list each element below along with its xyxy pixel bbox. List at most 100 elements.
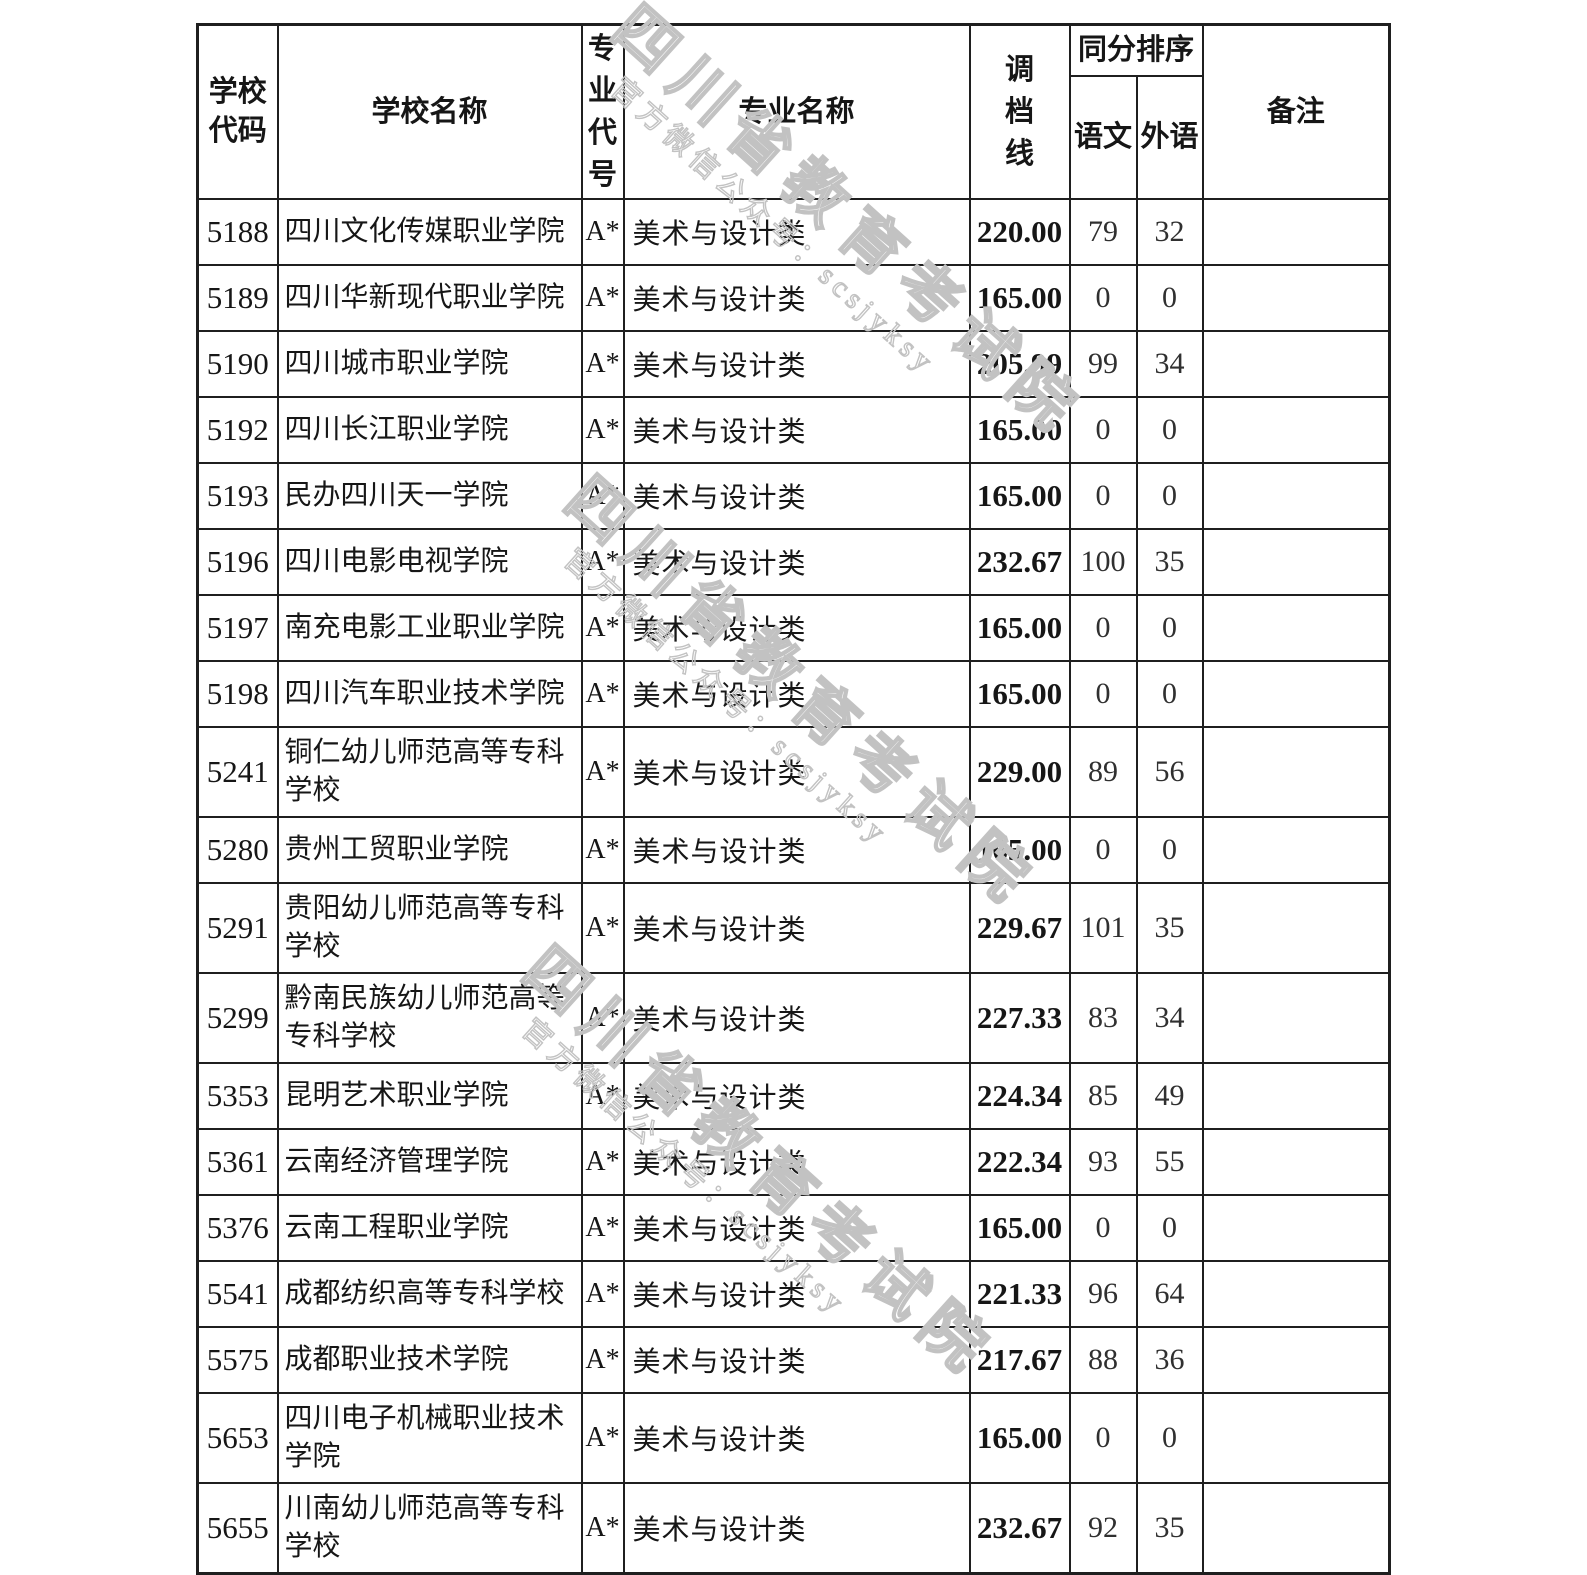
- major-code-cell: A*: [580, 264, 625, 333]
- score-line-cell: 227.33: [968, 972, 1071, 1065]
- table-header: 学校代码 学校名称 专业代号 专业名称 调档线 同分排序 备注 语文 外语: [196, 23, 1391, 201]
- chinese-rank-cell: 0: [1068, 1392, 1138, 1485]
- school-name-cell: 四川电影电视学院: [276, 528, 583, 597]
- school-name-cell: 四川文化传媒职业学院: [276, 198, 583, 267]
- major-code-cell: A*: [580, 972, 625, 1065]
- school-name-cell: 成都纺织高等专科学校: [276, 1260, 583, 1329]
- chinese-rank-cell: 0: [1068, 816, 1138, 885]
- major-name-cell: 美术与设计类: [622, 1392, 971, 1485]
- major-code-cell: A*: [580, 1392, 625, 1485]
- score-line-cell: 222.34: [968, 1128, 1071, 1197]
- foreign-rank-cell: 0: [1135, 264, 1204, 333]
- chinese-rank-cell: 92: [1068, 1482, 1138, 1575]
- major-name-cell: 美术与设计类: [622, 396, 971, 465]
- school-name-cell: 四川汽车职业技术学院: [276, 660, 583, 729]
- score-line-cell: 229.67: [968, 882, 1071, 975]
- major-name-cell: 美术与设计类: [622, 972, 971, 1065]
- school-code-cell: 5198: [196, 660, 279, 729]
- score-line-cell: 165.00: [968, 396, 1071, 465]
- score-line-cell: 221.33: [968, 1260, 1071, 1329]
- major-code-cell: A*: [580, 1062, 625, 1131]
- table-row: 5575 成都职业技术学院 A* 美术与设计类 217.67 88 36: [196, 1326, 1391, 1395]
- school-code-cell: 5241: [196, 726, 279, 819]
- remark-cell: [1201, 882, 1391, 975]
- header-remark: 备注: [1201, 23, 1391, 201]
- header-major-code: 专业代号: [580, 23, 625, 201]
- foreign-rank-cell: 64: [1135, 1260, 1204, 1329]
- remark-cell: [1201, 1128, 1391, 1197]
- school-code-cell: 5280: [196, 816, 279, 885]
- chinese-rank-cell: 93: [1068, 1128, 1138, 1197]
- major-name-cell: 美术与设计类: [622, 1260, 971, 1329]
- header-chinese: 语文: [1068, 75, 1138, 201]
- remark-cell: [1201, 972, 1391, 1065]
- remark-cell: [1201, 1260, 1391, 1329]
- school-name-cell: 南充电影工业职业学院: [276, 594, 583, 663]
- school-code-cell: 5376: [196, 1194, 279, 1263]
- school-name-cell: 贵州工贸职业学院: [276, 816, 583, 885]
- school-code-cell: 5541: [196, 1260, 279, 1329]
- score-line-cell: 229.00: [968, 726, 1071, 819]
- table-row: 5188 四川文化传媒职业学院 A* 美术与设计类 220.00 79 32: [196, 198, 1391, 267]
- major-name-cell: 美术与设计类: [622, 1326, 971, 1395]
- chinese-rank-cell: 83: [1068, 972, 1138, 1065]
- major-code-cell: A*: [580, 1260, 625, 1329]
- header-school-code: 学校代码: [196, 23, 279, 201]
- major-name-cell: 美术与设计类: [622, 1062, 971, 1131]
- chinese-rank-cell: 89: [1068, 726, 1138, 819]
- foreign-rank-cell: 36: [1135, 1326, 1204, 1395]
- table-row: 5197 南充电影工业职业学院 A* 美术与设计类 165.00 0 0: [196, 594, 1391, 663]
- chinese-rank-cell: 0: [1068, 1194, 1138, 1263]
- header-major-code-label: 专业代号: [587, 33, 617, 192]
- score-line-cell: 165.00: [968, 594, 1071, 663]
- major-name-cell: 美术与设计类: [622, 1128, 971, 1197]
- school-name-cell: 云南工程职业学院: [276, 1194, 583, 1263]
- chinese-rank-cell: 99: [1068, 330, 1138, 399]
- remark-cell: [1201, 264, 1391, 333]
- major-name-cell: 美术与设计类: [622, 816, 971, 885]
- school-name-cell: 民办四川天一学院: [276, 462, 583, 531]
- major-name-cell: 美术与设计类: [622, 264, 971, 333]
- remark-cell: [1201, 726, 1391, 819]
- chinese-rank-cell: 0: [1068, 462, 1138, 531]
- score-line-cell: 220.00: [968, 198, 1071, 267]
- school-code-cell: 5190: [196, 330, 279, 399]
- school-name-cell: 成都职业技术学院: [276, 1326, 583, 1395]
- major-name-cell: 美术与设计类: [622, 1194, 971, 1263]
- chinese-rank-cell: 0: [1068, 396, 1138, 465]
- remark-cell: [1201, 330, 1391, 399]
- chinese-rank-cell: 101: [1068, 882, 1138, 975]
- foreign-rank-cell: 34: [1135, 330, 1204, 399]
- remark-cell: [1201, 1194, 1391, 1263]
- major-code-cell: A*: [580, 1482, 625, 1575]
- table-row: 5361 云南经济管理学院 A* 美术与设计类 222.34 93 55: [196, 1128, 1391, 1197]
- header-score-line-label: 调档线: [1004, 54, 1034, 171]
- school-code-cell: 5189: [196, 264, 279, 333]
- header-school-name: 学校名称: [276, 23, 583, 201]
- table-row: 5353 昆明艺术职业学院 A* 美术与设计类 224.34 85 49: [196, 1062, 1391, 1131]
- school-name-cell: 四川长江职业学院: [276, 396, 583, 465]
- table-row: 5190 四川城市职业学院 A* 美术与设计类 205.99 99 34: [196, 330, 1391, 399]
- foreign-rank-cell: 0: [1135, 660, 1204, 729]
- remark-cell: [1201, 462, 1391, 531]
- school-name-cell: 昆明艺术职业学院: [276, 1062, 583, 1131]
- table-row: 5376 云南工程职业学院 A* 美术与设计类 165.00 0 0: [196, 1194, 1391, 1263]
- major-code-cell: A*: [580, 726, 625, 819]
- table-row: 5291 贵阳幼儿师范高等专科学校 A* 美术与设计类 229.67 101 35: [196, 882, 1391, 975]
- school-name-cell: 四川电子机械职业技术学院: [276, 1392, 583, 1485]
- major-name-cell: 美术与设计类: [622, 528, 971, 597]
- major-code-cell: A*: [580, 882, 625, 975]
- major-code-cell: A*: [580, 594, 625, 663]
- major-code-cell: A*: [580, 528, 625, 597]
- table-body: 5188 四川文化传媒职业学院 A* 美术与设计类 220.00 79 32 5189 四川华新…: [196, 198, 1391, 1575]
- score-line-cell: 165.00: [968, 816, 1071, 885]
- school-code-cell: 5653: [196, 1392, 279, 1485]
- chinese-rank-cell: 0: [1068, 660, 1138, 729]
- foreign-rank-cell: 0: [1135, 594, 1204, 663]
- remark-cell: [1201, 816, 1391, 885]
- score-line-cell: 165.00: [968, 462, 1071, 531]
- school-name-cell: 贵阳幼儿师范高等专科学校: [276, 882, 583, 975]
- foreign-rank-cell: 0: [1135, 1392, 1204, 1485]
- table-row: 5189 四川华新现代职业学院 A* 美术与设计类 165.00 0 0: [196, 264, 1391, 333]
- score-line-cell: 224.34: [968, 1062, 1071, 1131]
